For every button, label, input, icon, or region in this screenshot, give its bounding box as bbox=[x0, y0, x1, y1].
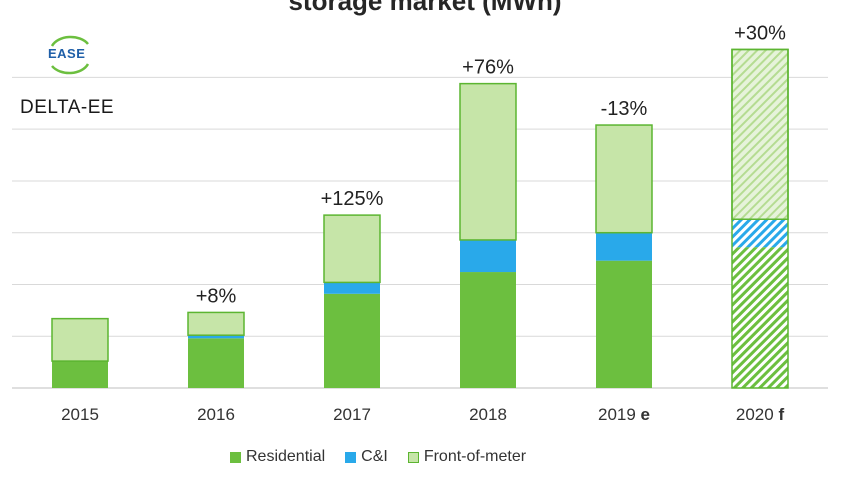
legend-item-residential: Residential bbox=[230, 448, 325, 466]
labels: 2015 +8% 2016 +125% 2017 +76% 2018 -13% 2019 e +3… bbox=[61, 22, 786, 424]
growth-label-2016: +8% bbox=[196, 285, 237, 307]
legend-item-ci: C&I bbox=[345, 448, 388, 466]
bars bbox=[51, 48, 789, 389]
legend-item-front-of-meter: Front-of-meter bbox=[407, 448, 527, 466]
growth-label-2019: -13% bbox=[601, 98, 648, 120]
growth-label-2020: +30% bbox=[734, 22, 786, 44]
bar-segment-residential-2016 bbox=[188, 338, 244, 388]
x-tick-label-2015: 2015 bbox=[61, 405, 99, 424]
bar-segment-c-i-2017 bbox=[324, 282, 380, 294]
bar-segment-residential-2017 bbox=[324, 293, 380, 388]
bar-segment-front-of-meter-2019 bbox=[595, 124, 653, 234]
legend-label-front-of-meter: Front-of-meter bbox=[423, 448, 527, 465]
bar-segment-residential-2019 bbox=[596, 260, 652, 388]
bar-segment-c-i-2018 bbox=[460, 239, 516, 273]
bar-segment-front-of-meter-2017 bbox=[323, 214, 381, 284]
stacked-bar-chart: 2015 +8% 2016 +125% 2017 +76% 2018 -13% 2019 e +3… bbox=[12, 22, 828, 424]
ease-logo-arcs-icon bbox=[50, 35, 90, 75]
x-tick-label-2019: 2019 e bbox=[598, 405, 650, 424]
ease-logo-text: EASE bbox=[48, 46, 86, 61]
bar-segment-front-of-meter-2020 bbox=[731, 48, 789, 220]
bar-outline-2020 bbox=[731, 48, 789, 389]
x-tick-label-2018: 2018 bbox=[469, 405, 507, 424]
bar-segment-c-i-2020 bbox=[732, 219, 788, 248]
x-tick-suffix-2019: e bbox=[636, 405, 650, 424]
x-tick-label-2020: 2020 f bbox=[736, 405, 785, 424]
legend: Residential C&I Front-of-meter bbox=[230, 448, 526, 466]
bar-segment-residential-2015 bbox=[52, 361, 108, 388]
gridlines bbox=[12, 76, 828, 389]
chart-title: storage market (MWh) bbox=[288, 0, 562, 16]
legend-swatch-residential bbox=[230, 451, 241, 463]
ease-logo: EASE bbox=[44, 32, 96, 78]
bar-segment-c-i-2019 bbox=[596, 232, 652, 261]
x-tick-label-2016: 2016 bbox=[197, 405, 235, 424]
legend-label-ci: C&I bbox=[361, 448, 388, 465]
legend-swatch-ci bbox=[345, 451, 357, 463]
x-tick-label-2017: 2017 bbox=[333, 405, 371, 424]
legend-swatch-front-of-meter bbox=[407, 451, 419, 463]
bar-segment-front-of-meter-2015 bbox=[51, 317, 109, 362]
delta-ee-logo: DELTA-EE bbox=[20, 97, 115, 118]
x-tick-suffix-2020: f bbox=[774, 405, 785, 424]
bar-segment-residential-2018 bbox=[460, 272, 516, 388]
bar-segment-residential-2020 bbox=[732, 247, 788, 388]
growth-label-2017: +125% bbox=[321, 188, 384, 210]
legend-label-residential: Residential bbox=[246, 448, 326, 465]
growth-label-2018: +76% bbox=[462, 57, 514, 79]
bar-segment-c-i-2016 bbox=[188, 335, 244, 339]
bar-segment-front-of-meter-2018 bbox=[459, 82, 517, 241]
bar-segment-front-of-meter-2016 bbox=[187, 311, 245, 336]
